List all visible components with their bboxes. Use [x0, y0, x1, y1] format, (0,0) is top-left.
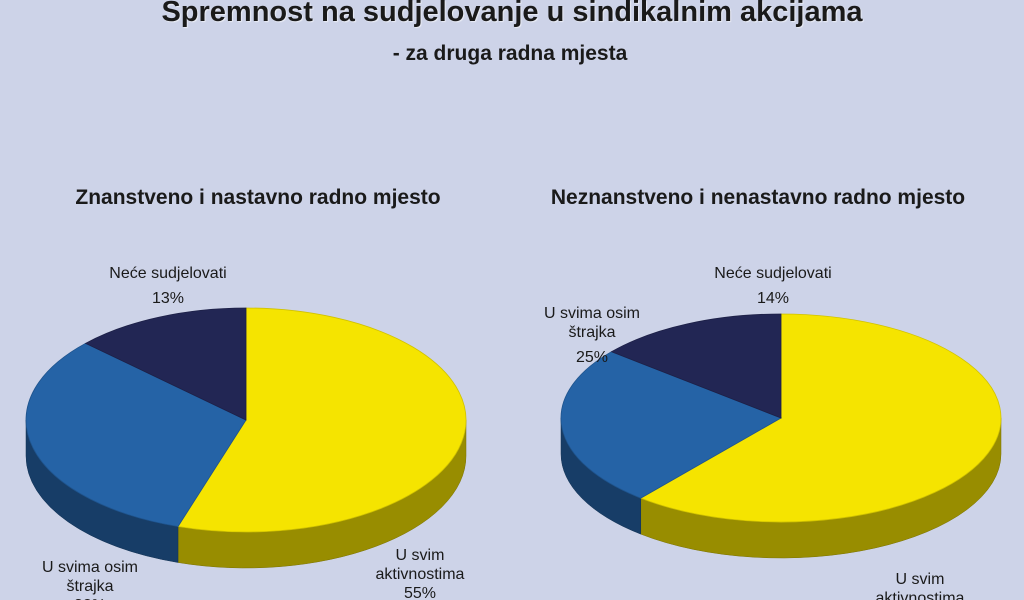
page-title: Spremnost na sudjelovanje u sindikalnim … — [161, 0, 863, 28]
chart-title: Neznanstveno i nenastavno radno mjesto — [551, 186, 965, 209]
slice-label: Neće sudjelovati — [109, 265, 226, 282]
pie-slice — [84, 307, 247, 421]
slice-label: U svima osim štrajka — [42, 559, 138, 595]
page-subtitle: - za druga radna mjesta — [392, 42, 628, 65]
slice-label: U svima osim štrajka — [544, 305, 640, 341]
pie-slice — [25, 342, 247, 527]
slice-percent: 32% — [74, 597, 106, 600]
pie-slice — [639, 313, 1002, 523]
chart-title: Znanstveno i nastavno radno mjesto — [75, 186, 440, 209]
pie-slice — [610, 313, 782, 419]
slice-percent: 13% — [152, 290, 184, 307]
slice-label: U svim aktivnostima — [876, 571, 965, 600]
slice-label: Neće sudjelovati — [714, 265, 831, 282]
slice-label: U svim aktivnostima — [376, 547, 465, 583]
pie-slice — [560, 351, 782, 499]
pie-slice — [177, 307, 467, 533]
slice-percent: 25% — [576, 349, 608, 366]
pie-chart-1: Znanstveno i nastavno radno mjesto U svim… — [25, 186, 467, 600]
pie-chart-2: Neznanstveno i nenastavno radno mjesto U … — [544, 186, 1002, 600]
slice-percent: 14% — [757, 290, 789, 307]
slice-percent: 55% — [404, 585, 436, 600]
